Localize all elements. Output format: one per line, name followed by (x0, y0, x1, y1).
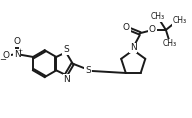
Text: O: O (149, 25, 156, 34)
Text: CH₃: CH₃ (151, 12, 165, 21)
Text: S: S (85, 66, 91, 75)
Text: N: N (14, 50, 21, 59)
Text: S: S (63, 45, 69, 54)
Text: N: N (64, 75, 70, 84)
Text: −: − (0, 55, 7, 64)
Text: CH₃: CH₃ (163, 39, 177, 48)
Text: +: + (17, 48, 23, 53)
Text: O: O (123, 23, 130, 32)
Text: O: O (3, 51, 10, 60)
Text: CH₃: CH₃ (172, 16, 186, 25)
Text: N: N (130, 43, 137, 52)
Text: O: O (14, 37, 21, 46)
